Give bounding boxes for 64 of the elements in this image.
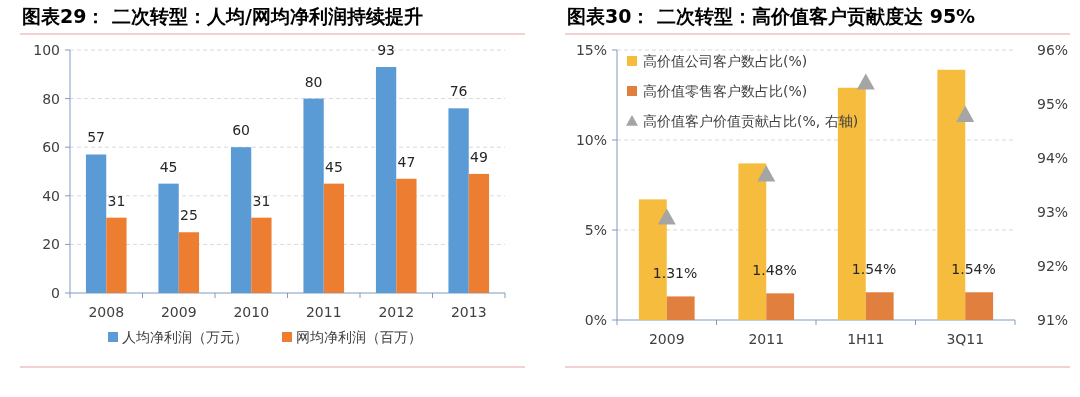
x-tick-label: 2009 [160, 304, 197, 320]
x-tick-label: 3Q11 [946, 331, 985, 347]
data-label: 49 [469, 148, 488, 165]
bar [666, 296, 695, 320]
y2-tick-label: 91% [1037, 312, 1069, 328]
bar [85, 154, 107, 293]
bar [396, 178, 417, 293]
bar [865, 292, 894, 320]
legend-label: 高价值零售客户数占比(%) [643, 83, 808, 99]
y-tick-label: 20 [42, 236, 60, 253]
y-tick-label: 15% [575, 42, 607, 58]
x-tick-label: 1H11 [847, 331, 885, 347]
x-tick-label: 2011 [305, 304, 342, 320]
x-tick-label: 2009 [648, 331, 685, 347]
bar [303, 98, 324, 293]
x-tick-label: 2011 [748, 331, 785, 347]
y-tick-label: 80 [42, 90, 60, 107]
bar [965, 292, 994, 320]
bar [158, 183, 179, 293]
bar [375, 67, 397, 293]
data-label: 45 [324, 158, 343, 175]
chart-title: 图表30： 二次转型：高价值客户贡献度达 95% [567, 5, 976, 27]
data-label: 80 [304, 73, 323, 90]
y-tick-label: 0% [584, 312, 607, 328]
y2-tick-label: 95% [1037, 96, 1069, 112]
legend-label: 网均净利润（百万） [296, 329, 422, 345]
bar [766, 293, 795, 320]
legend-label: 人均净利润（万元） [122, 329, 248, 345]
x-tick-label: 2012 [378, 304, 415, 320]
y-tick-label: 0 [51, 285, 60, 301]
x-tick-label: 2008 [88, 304, 125, 320]
data-label: 57 [87, 129, 106, 146]
bar [323, 183, 345, 293]
y2-tick-label: 94% [1037, 150, 1069, 166]
y-tick-label: 100 [33, 42, 60, 58]
data-label: 45 [159, 158, 178, 175]
point [657, 208, 676, 225]
y2-tick-label: 92% [1037, 258, 1069, 274]
bar [178, 232, 200, 293]
x-tick-label: 2010 [233, 304, 270, 320]
data-label: 47 [397, 153, 416, 170]
y-tick-label: 5% [584, 222, 607, 238]
point [856, 73, 875, 90]
y2-tick-label: 96% [1037, 42, 1069, 58]
x-tick-label: 2013 [450, 304, 487, 320]
bar [106, 217, 127, 293]
y-tick-label: 60 [42, 139, 60, 156]
bar [251, 217, 272, 293]
legend-label: 高价值公司客户数占比(%) [643, 53, 808, 69]
point [757, 165, 776, 182]
y-tick-label: 40 [42, 187, 60, 204]
data-label: 31 [252, 192, 271, 209]
point [956, 105, 975, 122]
data-label: 25 [179, 207, 198, 224]
y2-tick-label: 93% [1037, 204, 1069, 220]
data-label: 93 [377, 42, 396, 59]
bar [468, 173, 490, 293]
bar [230, 147, 252, 293]
data-label: 60 [232, 122, 251, 139]
bar [448, 108, 469, 293]
data-label: 31 [107, 192, 126, 209]
y-tick-label: 10% [575, 132, 607, 148]
chart-title: 图表29： 二次转型：人均/网均净利润持续提升 [22, 5, 423, 27]
data-label: 76 [449, 83, 468, 100]
